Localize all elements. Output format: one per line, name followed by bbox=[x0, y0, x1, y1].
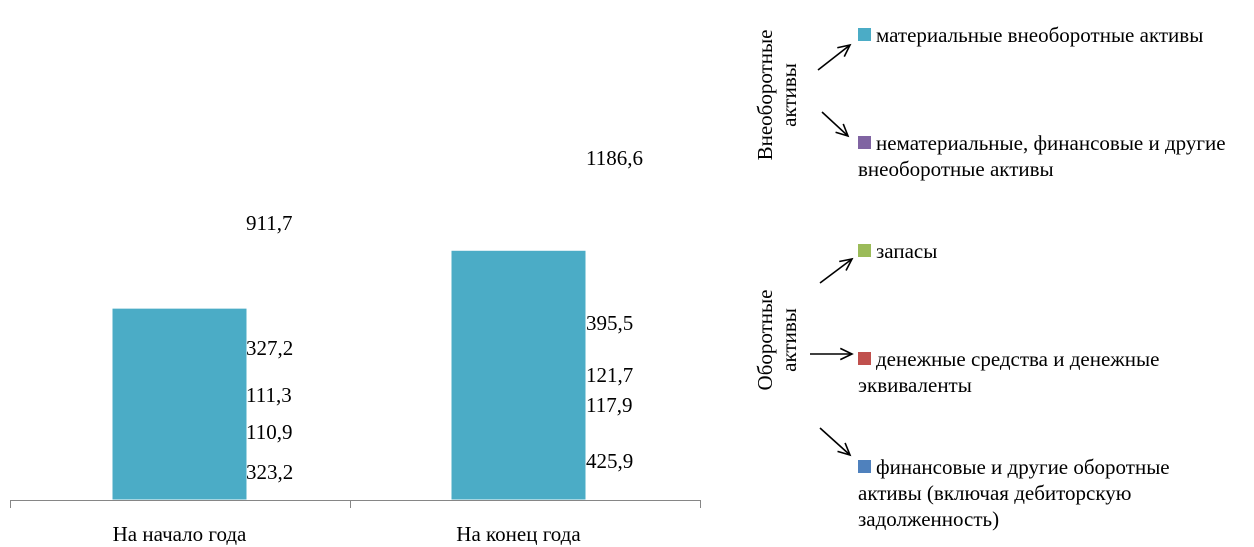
data-label: 121,7 bbox=[586, 363, 633, 387]
data-label: 395,5 bbox=[586, 311, 633, 335]
bar-segment bbox=[111, 307, 248, 501]
data-label: 425,9 bbox=[586, 449, 633, 473]
data-label: 111,3 bbox=[246, 383, 292, 407]
data-label: 1186,6 bbox=[586, 146, 643, 170]
data-label: 327,2 bbox=[246, 336, 293, 360]
data-label: 911,7 bbox=[246, 211, 292, 235]
data-label: 117,9 bbox=[586, 393, 632, 417]
x-tick-label: На начало года bbox=[113, 522, 247, 546]
bar-segment bbox=[450, 249, 587, 501]
data-label: 323,2 bbox=[246, 460, 293, 484]
x-tick-label: На конец года bbox=[456, 522, 581, 546]
data-label: 110,9 bbox=[246, 420, 292, 444]
